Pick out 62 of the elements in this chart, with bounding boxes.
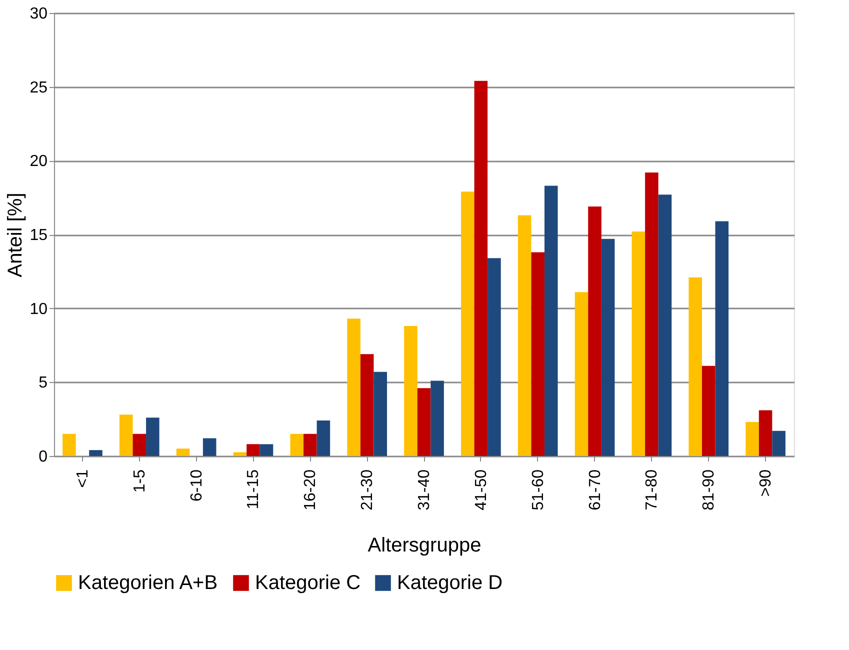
y-tick-label: 15	[30, 227, 48, 244]
y-tick-label: 5	[38, 374, 48, 392]
y-axis-title: Anteil [%]	[4, 192, 27, 278]
bar	[246, 444, 260, 456]
legend-label: Kategorien A+B	[78, 572, 218, 594]
bar	[417, 388, 431, 456]
bar	[658, 194, 672, 456]
bar	[488, 258, 501, 456]
bar	[202, 438, 216, 456]
bar	[146, 418, 160, 456]
bar	[474, 80, 488, 456]
bar	[461, 192, 474, 456]
bar	[290, 434, 304, 456]
bar	[374, 372, 387, 456]
y-tick-label: 30	[30, 6, 48, 22]
bar	[119, 414, 133, 456]
bar	[89, 450, 102, 456]
bar	[176, 448, 190, 456]
y-tick-label: 20	[30, 153, 48, 170]
bar	[132, 434, 146, 456]
x-tick-label: 81-90	[700, 469, 718, 510]
x-tick-label: 6-10	[188, 469, 206, 502]
y-tick-label: 0	[38, 448, 48, 466]
bar	[632, 232, 646, 456]
y-tick-label: 25	[30, 79, 48, 96]
bar	[758, 410, 772, 456]
bar	[360, 354, 374, 456]
x-tick-label: <1	[74, 469, 92, 488]
x-axis-title: Altersgruppe	[368, 534, 482, 556]
bar	[233, 452, 247, 456]
bar	[518, 215, 532, 456]
bar	[772, 430, 786, 456]
bar	[574, 292, 588, 456]
legend-label: Kategorie D	[397, 572, 503, 594]
bar	[588, 206, 602, 456]
y-tick-label: 10	[30, 300, 48, 318]
x-tick-label: 16-20	[302, 469, 320, 510]
bar	[260, 444, 274, 456]
bar	[715, 221, 729, 456]
bar	[702, 366, 716, 456]
x-tick-label: 31-40	[416, 469, 433, 510]
bar	[601, 238, 615, 456]
bar	[645, 172, 658, 456]
x-tick-label: 61-70	[586, 469, 604, 510]
x-tick-label: 1-5	[131, 469, 148, 493]
bar	[544, 186, 558, 456]
x-tick-label: 11-15	[245, 469, 262, 510]
bar	[304, 434, 317, 456]
bar	[746, 422, 759, 456]
x-tick-label: 41-50	[472, 469, 490, 510]
legend-label: Kategorie C	[255, 572, 361, 594]
x-tick-label: 21-30	[359, 469, 376, 510]
bar	[531, 252, 544, 456]
bar	[688, 277, 702, 456]
bar	[316, 420, 330, 456]
x-tick-label: 71-80	[644, 469, 661, 510]
bar	[347, 318, 360, 456]
x-tick-label: 51-60	[530, 469, 547, 510]
bar	[430, 380, 444, 456]
x-tick-label: >90	[758, 469, 775, 497]
bar	[62, 434, 76, 456]
bar	[404, 326, 418, 456]
